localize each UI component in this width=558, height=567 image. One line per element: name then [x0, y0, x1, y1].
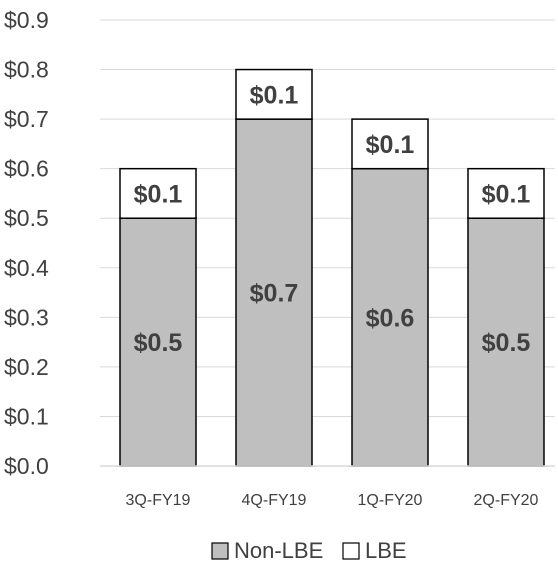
- data-label: $0.5: [134, 329, 183, 357]
- y-tick-label: $0.3: [4, 304, 49, 330]
- bar-lbe-3q-fy19: [119, 167, 197, 219]
- data-label: $0.6: [366, 304, 415, 332]
- data-label: $0.1: [366, 131, 415, 159]
- legend-swatch-lbe: [342, 542, 360, 560]
- y-tick-label: $0.5: [4, 205, 49, 231]
- bar-non-lbe-3q-fy19: [119, 217, 197, 467]
- y-tick-label: $0.2: [4, 354, 49, 380]
- data-label: $0.1: [134, 180, 183, 208]
- data-label: $0.7: [250, 280, 299, 308]
- data-labels: $0.5 $0.1 $0.7 $0.1 $0.6 $0.1 $0.5 $0.1: [134, 81, 531, 357]
- legend: Non-LBE LBE: [211, 538, 407, 563]
- y-tick-label: $0.4: [4, 255, 49, 281]
- data-label: $0.1: [250, 81, 299, 109]
- y-tick-label: $0.7: [4, 106, 49, 132]
- x-category-label: 1Q-FY20: [358, 492, 423, 509]
- bars: [119, 68, 545, 467]
- x-axis-category-labels: 3Q-FY19 4Q-FY19 1Q-FY20 2Q-FY20: [126, 492, 539, 509]
- x-category-label: 2Q-FY20: [474, 492, 539, 509]
- x-category-label: 4Q-FY19: [242, 492, 307, 509]
- y-tick-label: $0.9: [4, 7, 49, 33]
- bar-lbe-4q-fy19: [235, 68, 313, 120]
- data-label: $0.5: [482, 329, 531, 357]
- y-tick-label: $0.1: [4, 403, 49, 429]
- legend-label-non-lbe: Non-LBE: [234, 538, 323, 563]
- data-label: $0.1: [482, 180, 531, 208]
- y-tick-label: $0.8: [4, 57, 49, 83]
- legend-label-lbe: LBE: [365, 538, 407, 563]
- legend-swatch-non-lbe: [211, 542, 229, 560]
- y-tick-label: $0.6: [4, 156, 49, 182]
- bar-lbe-1q-fy20: [351, 118, 429, 170]
- y-tick-label: $0.0: [4, 453, 49, 479]
- x-category-label: 3Q-FY19: [126, 492, 191, 509]
- bar-lbe-2q-fy20: [467, 167, 545, 219]
- y-axis-tick-labels: $0.0 $0.1 $0.2 $0.3 $0.4 $0.5 $0.6 $0.7 $0.8 $0.9: [4, 7, 49, 479]
